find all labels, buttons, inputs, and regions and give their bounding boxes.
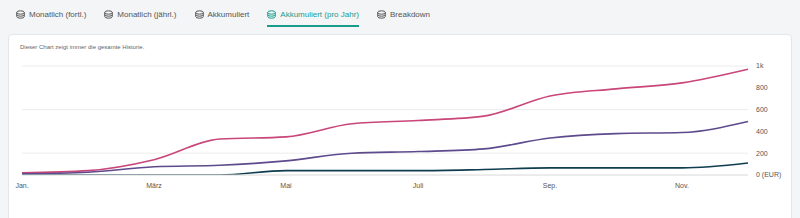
svg-text:400: 400	[756, 128, 768, 135]
html-text:Akkumuliert: Akkumuliert	[207, 10, 250, 19]
svg-text:Sep.: Sep.	[543, 182, 557, 190]
html-text:Dieser Chart zeigt immer die g: Dieser Chart zeigt immer die gesamte His…	[20, 44, 145, 50]
html-text:Breakdown: Breakdown	[390, 10, 430, 19]
svg-text:0 (EUR): 0 (EUR)	[756, 171, 781, 179]
html-text:Akkumuliert (pro Jahr): Akkumuliert (pro Jahr)	[280, 10, 359, 19]
svg-text:Mai: Mai	[280, 182, 292, 189]
svg-text:1k: 1k	[756, 62, 764, 69]
svg-text:800: 800	[756, 84, 768, 91]
html-text:Monatlich (jährl.): Monatlich (jährl.)	[117, 10, 177, 19]
svg-text:Nov.: Nov.	[675, 182, 689, 189]
html-text:Monatlich (fortl.): Monatlich (fortl.)	[29, 10, 87, 19]
svg-text:Juli: Juli	[413, 182, 424, 189]
svg-text:200: 200	[756, 150, 768, 157]
svg-text:600: 600	[756, 106, 768, 113]
svg-text:März: März	[146, 182, 162, 189]
svg-text:Jan.: Jan.	[15, 182, 28, 189]
